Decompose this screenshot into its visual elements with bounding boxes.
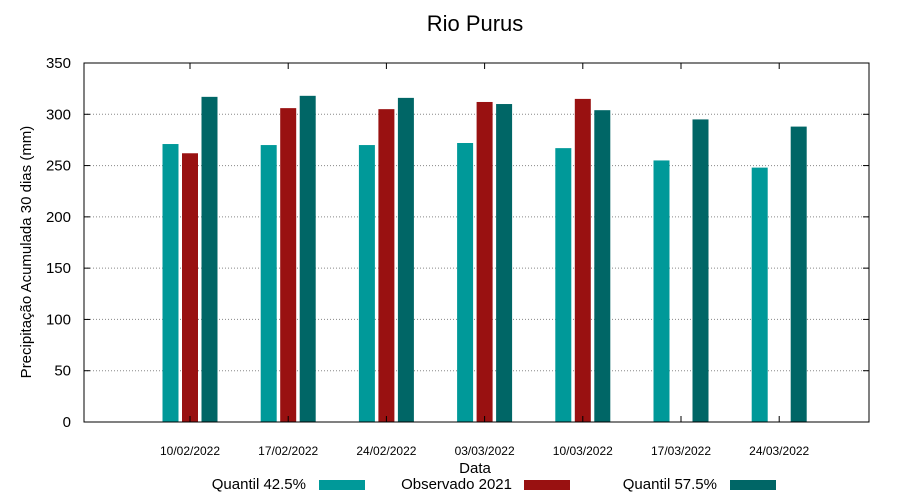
y-tick-label: 200: [46, 209, 71, 226]
plot-frame: [83, 62, 870, 423]
bar-series-3: [397, 97, 414, 423]
bar-series-1: [555, 148, 572, 423]
y-tick-label: 150: [46, 260, 71, 277]
x-tick-label: 10/02/2022: [160, 444, 220, 458]
x-ticks: 10/02/2022 17/02/2022 24/02/2022 03/03/2022…: [160, 63, 810, 458]
x-tick-label: 03/03/2022: [455, 444, 515, 458]
legend-label: Observado 2021: [401, 476, 512, 493]
chart-title: Rio Purus: [427, 11, 524, 36]
bar-series-1: [358, 145, 375, 423]
legend: Quantil 42.5% Observado 2021 Quantil 57.5%: [212, 476, 776, 493]
bar-series-2: [476, 101, 493, 422]
x-tick-label: 10/03/2022: [553, 444, 613, 458]
y-tick-label: 300: [46, 106, 71, 123]
bar-series-1: [162, 144, 179, 422]
legend-swatch: [524, 480, 570, 490]
bar-series-1: [260, 145, 277, 423]
x-tick-label: 17/02/2022: [258, 444, 318, 458]
y-ticks: 0 50 100 150 200 250 300 350: [46, 55, 869, 431]
bars-layer: [162, 95, 807, 423]
bar-series-2: [280, 108, 297, 422]
x-tick-label: 17/03/2022: [651, 444, 711, 458]
y-axis-label: Precipitação Acumulada 30 dias (mm): [18, 126, 35, 379]
legend-label: Quantil 57.5%: [623, 476, 717, 493]
x-axis-label: Data: [459, 460, 491, 477]
legend-label: Quantil 42.5%: [212, 476, 306, 493]
bar-series-1: [751, 167, 768, 422]
y-tick-label: 50: [54, 363, 71, 380]
y-tick-label: 0: [63, 414, 71, 431]
y-tick-label: 100: [46, 311, 71, 328]
bar-series-2: [574, 98, 591, 423]
bar-series-2: [378, 109, 395, 423]
bar-series-3: [299, 95, 316, 422]
y-tick-label: 350: [46, 55, 71, 72]
bar-series-3: [594, 110, 611, 422]
bar-series-2: [182, 153, 198, 422]
bar-series-3: [496, 104, 513, 423]
bar-series-1: [653, 160, 670, 422]
legend-swatch: [319, 480, 365, 490]
bar-series-3: [692, 119, 709, 423]
x-tick-label: 24/03/2022: [749, 444, 809, 458]
x-tick-label: 24/02/2022: [356, 444, 416, 458]
bar-series-3: [790, 126, 807, 422]
bar-series-3: [201, 96, 218, 422]
legend-swatch: [730, 480, 776, 490]
bar-series-1: [457, 143, 474, 422]
grid-layer: [84, 113, 869, 372]
y-tick-label: 250: [46, 158, 71, 175]
